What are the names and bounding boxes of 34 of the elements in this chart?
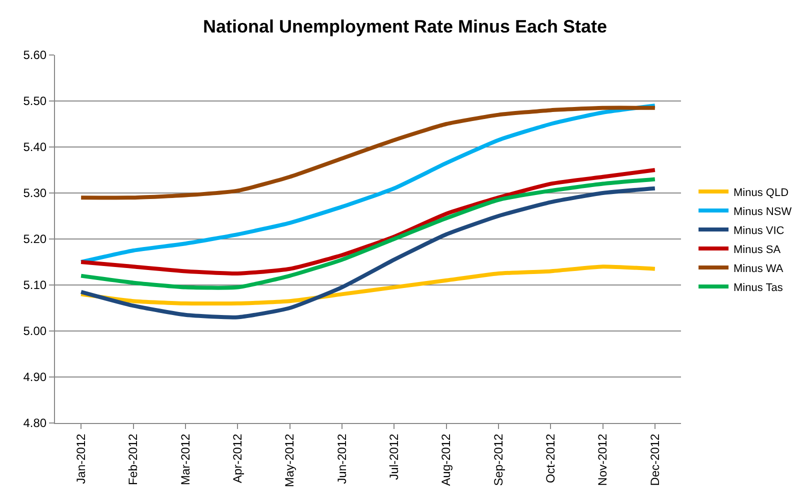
line-series xyxy=(79,177,657,290)
legend-label: Minus WA xyxy=(734,262,784,275)
chart-title: National Unemployment Rate Minus Each State xyxy=(202,16,608,37)
y-tick-label: 5.50 xyxy=(23,94,47,108)
y-tick-label: 5.40 xyxy=(23,140,47,154)
x-tick-label: Jan-2012 xyxy=(74,433,88,484)
x-tick-label: May-2012 xyxy=(282,433,297,488)
legend-label: Minus Tas xyxy=(734,282,784,294)
line-series xyxy=(79,186,657,320)
line-series xyxy=(79,106,657,200)
x-tick-label: Feb-2012 xyxy=(126,433,140,486)
x-tick-label: Sep-2012 xyxy=(491,433,506,486)
x-tick-label: Apr-2012 xyxy=(230,433,244,484)
y-tick-label: 5.10 xyxy=(23,278,47,292)
x-tick-label: Jul-2012 xyxy=(386,433,401,480)
y-tick-label: 5.00 xyxy=(23,324,47,338)
y-tick-label: 5.60 xyxy=(23,48,47,62)
y-tick-label: 5.20 xyxy=(23,232,47,246)
legend-label: Minus NSW xyxy=(734,206,792,218)
x-tick-label: Nov-2012 xyxy=(596,433,610,486)
x-tick-label: Aug-2012 xyxy=(439,433,454,486)
x-tick-label: Mar-2012 xyxy=(178,433,192,486)
line-series xyxy=(79,104,657,264)
y-tick-label: 4.90 xyxy=(23,370,47,384)
legend-label: Minus SA xyxy=(734,244,782,256)
line-series xyxy=(79,168,657,276)
legend-label: Minus VIC xyxy=(734,224,784,237)
x-tick-label: Jun-2012 xyxy=(334,433,349,484)
x-tick-label: Oct-2012 xyxy=(543,433,558,484)
y-tick-label: 4.80 xyxy=(23,416,47,430)
legend-label: Minus QLD xyxy=(734,186,789,199)
y-tick-label: 5.30 xyxy=(23,186,47,200)
x-tick-label: Dec-2012 xyxy=(648,433,662,486)
line-series xyxy=(79,264,657,306)
